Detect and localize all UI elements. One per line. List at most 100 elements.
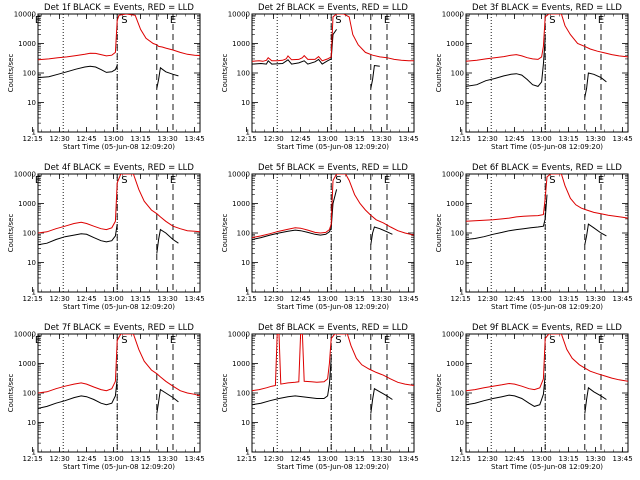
x-tick-label: 12:30 [264,135,284,143]
y-tick-label: 1 [460,129,464,137]
panel-title: Det 3f BLACK = Events, RED = LLD [472,3,622,13]
y-tick-label: 10 [241,259,250,267]
x-tick-label: 13:15 [131,135,151,143]
x-tick-label: 13:15 [559,455,579,463]
plot-frame [251,13,415,133]
y-axis-label: Counts/sec [221,54,229,93]
event-marker-E: E [170,15,176,26]
event-marker-E: E [35,335,41,346]
event-marker-S: S [121,15,127,26]
panel-det-1: Det 1f BLACK = Events, RED = LLD 1 10 100 10… [7,3,205,151]
x-tick-label: 13:00 [104,455,124,463]
x-axis-label: Start Time (05-Jun-08 12:09:20) [277,463,389,471]
panel-title: Det 1f BLACK = Events, RED = LLD [44,3,194,13]
series-line-events [38,224,118,246]
x-tick-label: 13:00 [532,295,552,303]
y-axis-label: Counts/sec [7,54,15,93]
x-tick-label: 13:30 [372,135,392,143]
event-marker-S: S [549,15,555,26]
y-tick-label: 10 [27,99,36,107]
x-tick-label: 13:00 [318,295,338,303]
y-tick-label: 10000 [14,11,36,19]
y-axis-label: Counts/sec [7,374,15,413]
panel-title: Det 9f BLACK = Events, RED = LLD [472,323,622,333]
x-tick-label: 12:15 [237,455,257,463]
series-line-lld [38,14,200,61]
series-line-lld [466,334,628,392]
event-marker-S: S [335,175,341,186]
y-tick-label: 10 [455,99,464,107]
x-axis-label: Start Time (05-Jun-08 12:09:20) [63,463,175,471]
y-tick-label: 100 [23,70,36,78]
x-tick-label: 13:30 [586,455,606,463]
series-line-events [156,388,179,414]
x-tick-label: 13:30 [158,455,178,463]
y-tick-label: 1000 [446,40,464,48]
event-marker-S: S [335,335,341,346]
x-tick-label: 12:45 [291,135,311,143]
x-axis-label: Start Time (05-Jun-08 12:09:20) [491,303,603,311]
x-axis-label: Start Time (05-Jun-08 12:09:20) [277,143,389,151]
y-tick-label: 1 [32,289,36,297]
series-line-events [370,64,380,89]
plot-frame [37,173,201,293]
x-tick-label: 12:45 [505,295,525,303]
series-line-events [38,378,118,409]
y-tick-label: 100 [451,230,464,238]
x-tick-label: 12:15 [23,455,43,463]
event-marker-S: S [549,175,555,186]
series-line-events [466,194,548,240]
series-line-events [252,29,338,65]
panel-det-7: Det 7f BLACK = Events, RED = LLD 1 10 100 10… [7,323,205,471]
panel-title: Det 5f BLACK = Events, RED = LLD [258,163,408,173]
y-tick-label: 100 [451,70,464,78]
x-tick-label: 12:15 [451,135,471,143]
series-line-lld [466,174,628,222]
y-tick-label: 100 [23,390,36,398]
y-tick-label: 10000 [228,11,250,19]
panel-title: Det 8f BLACK = Events, RED = LLD [258,323,408,333]
series-line-lld [252,14,414,62]
series-line-events [38,65,118,79]
event-marker-E: E [170,335,176,346]
series-line-events [466,375,546,407]
panel-title: Det 2f BLACK = Events, RED = LLD [258,3,408,13]
y-tick-label: 1000 [18,40,36,48]
event-marker-E: E [384,15,390,26]
series-line-events [584,386,607,414]
y-tick-label: 100 [23,230,36,238]
x-tick-label: 13:00 [104,295,124,303]
x-tick-label: 12:30 [50,455,70,463]
y-tick-label: 10000 [228,171,250,179]
panel-det-8: Det 8f BLACK = Events, RED = LLD 1 10 100 10… [221,323,419,471]
panel-det-5: Det 5f BLACK = Events, RED = LLD 1 10 100 10… [221,163,419,311]
x-axis-label: Start Time (05-Jun-08 12:09:20) [277,303,389,311]
event-marker-E: E [35,175,41,186]
y-tick-label: 100 [451,390,464,398]
x-tick-label: 12:15 [237,295,257,303]
x-tick-label: 13:45 [185,455,205,463]
series-line-events [252,189,338,240]
y-tick-label: 1000 [18,360,36,368]
x-tick-label: 13:30 [586,135,606,143]
x-tick-label: 12:30 [478,135,498,143]
x-tick-label: 13:30 [372,295,392,303]
x-tick-label: 13:15 [559,295,579,303]
x-tick-label: 13:00 [104,135,124,143]
y-tick-label: 10 [241,99,250,107]
y-tick-label: 1 [246,449,250,457]
y-tick-label: 1 [246,129,250,137]
y-tick-label: 10 [27,259,36,267]
panel-title: Det 7f BLACK = Events, RED = LLD [44,323,194,333]
series-line-events [156,228,179,254]
y-tick-label: 10 [455,259,464,267]
y-axis-label: Counts/sec [221,374,229,413]
x-tick-label: 12:30 [264,455,284,463]
event-marker-E: E [35,15,41,26]
x-tick-label: 12:15 [23,135,43,143]
event-marker-E: E [384,335,390,346]
series-line-events [156,66,179,89]
x-tick-label: 13:30 [586,295,606,303]
x-tick-label: 13:30 [372,455,392,463]
x-tick-label: 12:30 [264,295,284,303]
